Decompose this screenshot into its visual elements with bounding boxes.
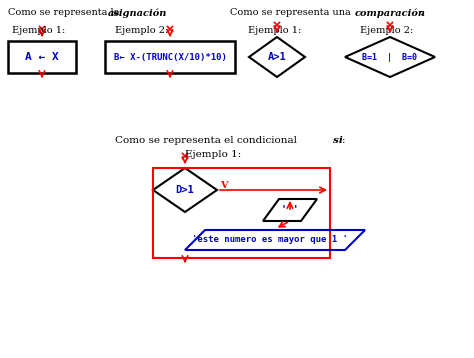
Text: D>1: D>1 [176,185,194,195]
Text: Ejemplo 2:: Ejemplo 2: [360,26,413,35]
Text: :: : [163,8,166,17]
Text: Como se representa la: Como se representa la [8,8,122,17]
Text: B=1  |  B=0: B=1 | B=0 [363,53,418,62]
Text: ' ': ' ' [281,205,299,215]
Text: Ejemplo 1:: Ejemplo 1: [185,150,241,159]
Text: Ejemplo 1:: Ejemplo 1: [12,26,65,35]
Text: Ejemplo 2:: Ejemplo 2: [115,26,168,35]
Text: A ← X: A ← X [25,52,59,62]
Text: asignación: asignación [108,8,167,18]
Text: V: V [220,180,228,189]
Text: A>1: A>1 [268,52,286,62]
Text: B← X-(TRUNC(X/10)*10): B← X-(TRUNC(X/10)*10) [114,53,227,62]
Text: :: : [342,136,346,145]
Text: Como se representa el condicional: Como se representa el condicional [115,136,300,145]
Text: Como se representa una: Como se representa una [230,8,354,17]
Text: Ejemplo 1:: Ejemplo 1: [248,26,301,35]
Text: si: si [333,136,343,145]
Text: 'este numero es mayor que 1 ': 'este numero es mayor que 1 ' [192,236,348,245]
Text: comparación: comparación [355,8,426,18]
Text: :: : [420,8,423,17]
